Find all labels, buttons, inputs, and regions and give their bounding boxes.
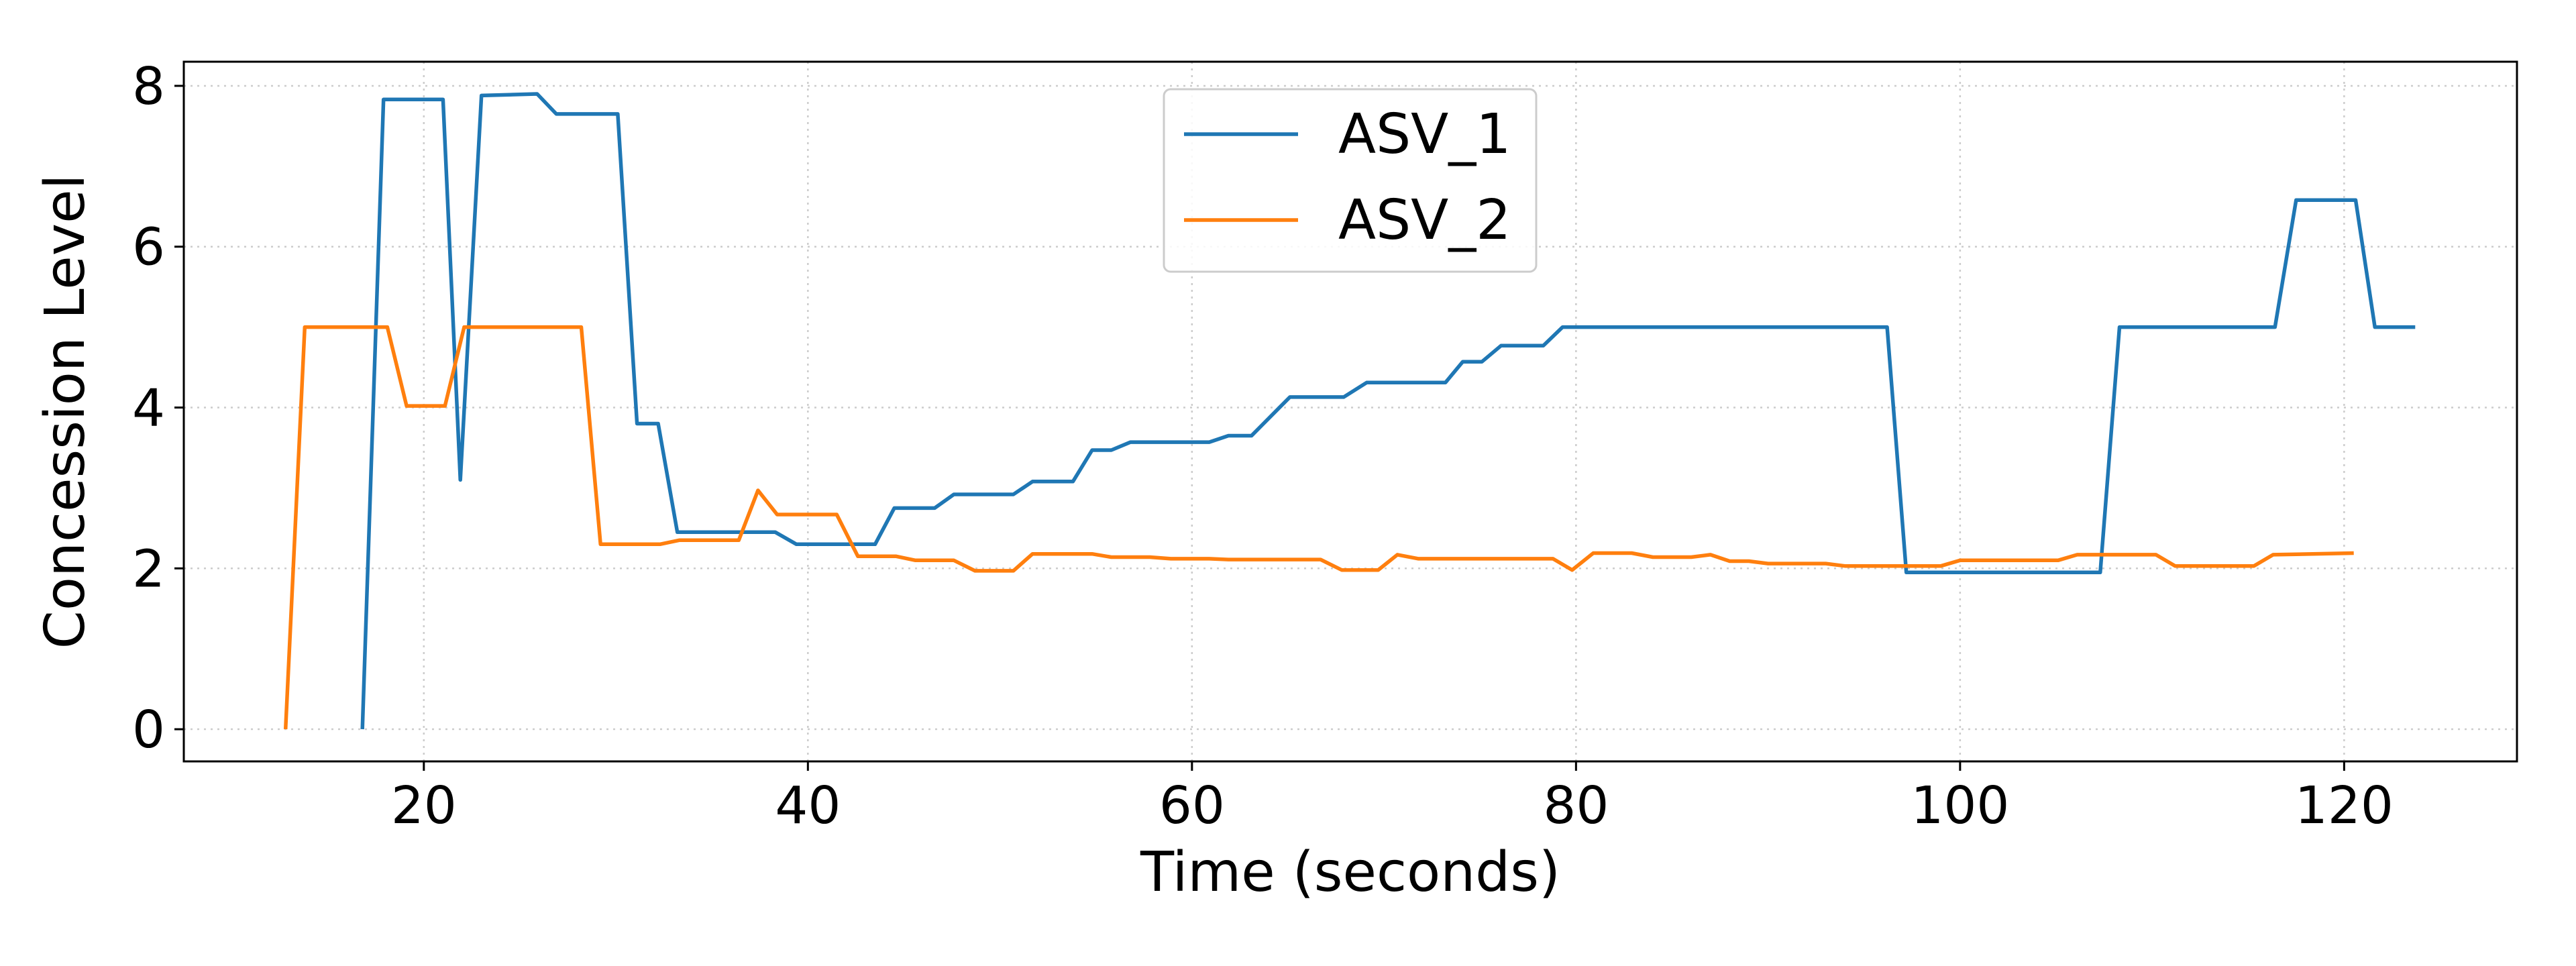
y-tick-label: 8 bbox=[132, 57, 165, 117]
x-tick-label: 80 bbox=[1543, 776, 1609, 836]
x-tick-label: 60 bbox=[1159, 776, 1225, 836]
legend-label-asv-1: ASV_1 bbox=[1338, 103, 1511, 166]
y-tick-label: 0 bbox=[132, 700, 165, 760]
y-tick-label: 6 bbox=[132, 218, 165, 278]
plot-frame bbox=[182, 60, 2518, 763]
series-line-asv-1 bbox=[360, 92, 2416, 730]
x-axis-ticks: 20 40 60 80 100 120 bbox=[391, 761, 2394, 836]
x-tick-label: 40 bbox=[775, 776, 841, 836]
series-line-asv-2 bbox=[283, 325, 2354, 730]
x-tick-label: 20 bbox=[391, 776, 457, 836]
grid bbox=[184, 62, 2517, 761]
x-tick-label: 100 bbox=[1911, 776, 2009, 836]
y-tick-label: 4 bbox=[132, 379, 165, 439]
y-axis-ticks: 0 2 4 6 8 bbox=[132, 57, 184, 760]
x-tick-label: 120 bbox=[2295, 776, 2394, 836]
y-tick-label: 2 bbox=[132, 539, 165, 599]
x-axis-label: Time (seconds) bbox=[1140, 841, 1560, 904]
y-axis-label: Concession Level bbox=[34, 174, 97, 649]
legend: ASV_1 ASV_2 bbox=[1163, 88, 1538, 273]
series-layer bbox=[283, 92, 2416, 730]
legend-label-asv-2: ASV_2 bbox=[1338, 189, 1511, 252]
